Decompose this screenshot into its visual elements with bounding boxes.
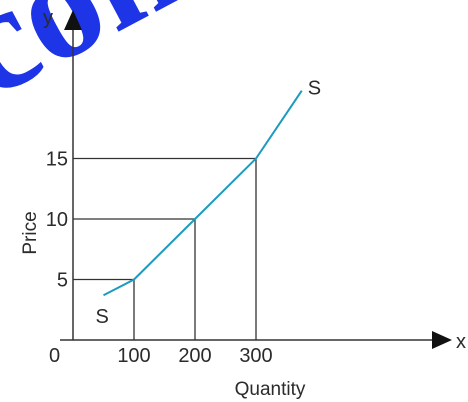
- tick-labels: 100 200 300 5 10 15: [46, 149, 273, 368]
- x-axis-letter: x: [456, 331, 466, 353]
- x-tick-label-200: 200: [178, 345, 211, 367]
- x-tick-label-300: 300: [239, 345, 272, 367]
- y-axis-arrow: [64, 10, 82, 30]
- x-axis-title: Quantity: [235, 379, 306, 400]
- y-tick-label-5: 5: [57, 270, 68, 292]
- watermark: com: [0, 0, 241, 129]
- y-axis-title: Price: [20, 211, 41, 254]
- origin-label: 0: [49, 345, 60, 367]
- y-tick-label-10: 10: [46, 209, 68, 231]
- series-group: SS: [96, 78, 322, 328]
- y-axis-letter: y: [43, 7, 53, 29]
- x-tick-label-100: 100: [117, 345, 150, 367]
- supply-curve-label-start: S: [96, 306, 109, 328]
- supply-curve-label-end: S: [308, 78, 321, 100]
- guide-lines: [73, 157, 257, 340]
- x-axis-arrow: [432, 331, 452, 349]
- y-tick-label-15: 15: [46, 149, 68, 171]
- supply-curve-line: [103, 90, 303, 297]
